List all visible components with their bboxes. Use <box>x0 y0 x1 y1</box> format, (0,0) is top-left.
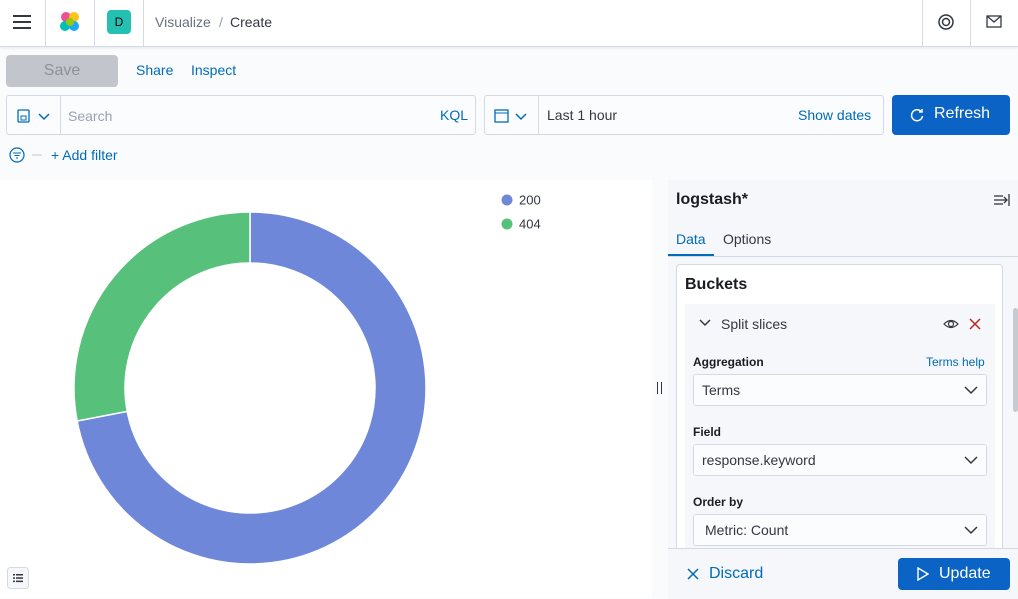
saved-query-icon[interactable] <box>17 108 53 124</box>
eye-icon[interactable] <box>943 317 959 331</box>
separator <box>60 96 61 134</box>
separator <box>922 0 923 46</box>
section-title: Buckets <box>685 276 748 293</box>
menu-icon[interactable] <box>13 14 31 30</box>
select[interactable]: Metric: Count <box>693 514 987 546</box>
collapse-icon[interactable] <box>994 194 1010 206</box>
chart: 200 404 <box>73 193 541 565</box>
separator <box>970 0 971 46</box>
kql-button[interactable]: KQL <box>440 107 469 123</box>
calendar-icon[interactable] <box>494 108 530 124</box>
help-icon[interactable] <box>938 14 954 30</box>
separator <box>94 0 95 46</box>
select-value: Metric: Count <box>705 522 789 538</box>
breadcrumb: Create <box>230 14 273 30</box>
breadcrumb-separator: / <box>219 14 223 30</box>
breadcrumb[interactable]: Visualize <box>155 14 211 30</box>
index-pattern: logstash* <box>676 191 749 208</box>
bucket-title[interactable]: Split slices <box>721 316 788 332</box>
tab-indicator <box>668 254 714 256</box>
tab-active[interactable]: Data <box>676 231 706 247</box>
legend-label: 404 <box>519 217 541 232</box>
refresh-icon <box>910 109 924 122</box>
logo[interactable] <box>58 10 82 34</box>
discard-button[interactable]: Discard <box>709 565 764 582</box>
slice <box>76 211 427 565</box>
filter-icon[interactable] <box>9 147 45 163</box>
select-value: Terms <box>702 382 741 398</box>
chevron[interactable] <box>699 318 711 328</box>
legend-label: 200 <box>519 193 541 208</box>
remove-icon[interactable] <box>969 318 981 330</box>
space-badge[interactable]: D <box>107 10 131 34</box>
search-bar[interactable] <box>6 95 476 135</box>
slice <box>73 211 251 422</box>
time-range[interactable]: Last 1 hour <box>547 107 618 123</box>
field-label: Aggregation <box>693 355 764 369</box>
help-link[interactable]: Terms help <box>926 355 985 369</box>
tab[interactable]: Options <box>723 231 772 247</box>
add-filter[interactable]: + Add filter <box>51 147 118 163</box>
field-label: Order by <box>693 495 744 509</box>
search-placeholder: Search <box>68 108 113 124</box>
discard-icon <box>687 568 699 580</box>
mail-icon[interactable] <box>986 15 1002 28</box>
bucket-panel <box>685 304 995 554</box>
play-icon <box>917 567 929 581</box>
select[interactable]: response.keyword <box>693 444 987 476</box>
resize-handle[interactable] <box>657 382 662 394</box>
legend-toggle[interactable] <box>7 567 29 589</box>
save-button[interactable]: Save <box>6 55 118 87</box>
legend-swatch <box>501 194 513 206</box>
separator <box>538 96 539 134</box>
refresh-label: Refresh <box>934 105 991 122</box>
separator <box>45 0 46 46</box>
inspect-link[interactable]: Inspect <box>191 62 237 78</box>
share-link[interactable]: Share <box>136 62 174 78</box>
tab-border <box>668 256 1018 257</box>
scrollbar[interactable] <box>1013 308 1018 412</box>
date-picker[interactable] <box>484 95 884 135</box>
separator <box>143 0 144 46</box>
header <box>0 0 1018 47</box>
update-label: Update <box>939 565 991 582</box>
legend-swatch <box>501 218 513 230</box>
field-label: Field <box>693 425 722 439</box>
select[interactable]: Terms <box>693 374 987 406</box>
select-value: response.keyword <box>702 452 816 468</box>
show-dates[interactable]: Show dates <box>798 107 872 123</box>
update-button[interactable] <box>898 558 1010 590</box>
